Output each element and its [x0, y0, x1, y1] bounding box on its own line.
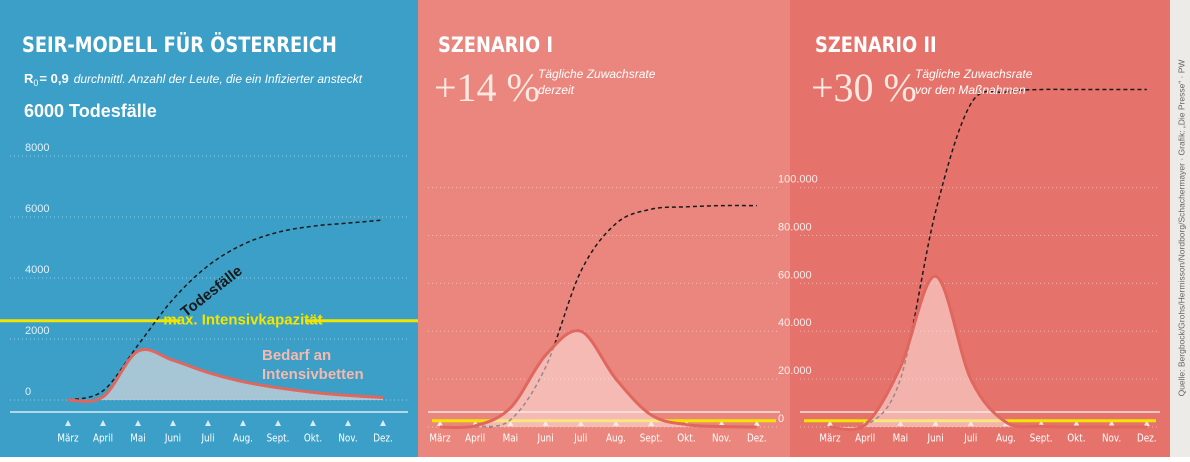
x-tick-label: Okt.: [304, 432, 322, 444]
r-subscript: 0: [33, 78, 38, 88]
icu-area: [830, 276, 1147, 430]
y-tick-label: 8000: [25, 142, 49, 154]
growth-rate-text: vor den Maßnahmen: [915, 83, 1026, 97]
x-tick-label: Okt.: [1067, 432, 1085, 444]
growth-rate: +14 %: [434, 65, 540, 110]
x-tick-label: April: [855, 432, 875, 444]
x-tick-label: Nov.: [1102, 432, 1121, 444]
panel-background: [790, 0, 1170, 457]
x-tick-label: Dez.: [747, 432, 767, 444]
x-tick-marker: [275, 420, 281, 426]
x-tick-marker: [65, 420, 71, 426]
y-tick-label: 40.000: [778, 317, 812, 329]
x-tick-label: Juni: [927, 432, 944, 444]
x-tick-label: Nov.: [712, 432, 731, 444]
x-tick-label: Aug.: [606, 432, 626, 444]
icu-label: Bedarf an Intensivbetten: [262, 347, 364, 383]
growth-rate: +30 %: [811, 65, 917, 110]
headline: 6000 Todesfälle: [24, 101, 157, 121]
x-tick-label: Juli: [201, 432, 215, 444]
x-tick-marker: [1038, 420, 1045, 426]
r-symbol: R: [24, 71, 34, 86]
x-tick-label: Mai: [893, 432, 908, 444]
panel-title: SZENARIO II: [815, 33, 937, 58]
panel-title: SZENARIO I: [438, 33, 553, 58]
y-tick-label: 60.000: [778, 269, 812, 281]
deaths-line: [439, 204, 757, 428]
x-tick-label: Mai: [503, 432, 518, 444]
x-tick-label: Sept.: [640, 432, 663, 444]
x-tick-label: Juli: [573, 432, 587, 444]
icu-line: [439, 329, 757, 430]
x-tick-marker: [718, 420, 725, 426]
subtitle: R0= 0,9 durchnittl. Anzahl der Leute, die…: [24, 71, 363, 88]
x-tick-marker: [205, 420, 211, 426]
x-tick-marker: [437, 420, 443, 426]
y-tick-label: 4000: [25, 264, 49, 276]
icu-area: [68, 349, 383, 402]
x-tick-label: Sept.: [267, 432, 290, 444]
x-tick-marker: [135, 420, 141, 426]
growth-rate-text: Tägliche Zuwachsrate: [915, 67, 1033, 81]
x-tick-label: Juli: [963, 432, 977, 444]
subtitle-text: durchnittl. Anzahl der Leute, die ein In…: [74, 72, 363, 86]
x-tick-label: Sept.: [1030, 432, 1053, 444]
x-tick-label: Aug.: [233, 432, 253, 444]
r-value: = 0,9: [39, 71, 68, 86]
y-tick-label: 20.000: [778, 365, 812, 377]
x-tick-label: Juni: [164, 432, 181, 444]
x-tick-marker: [753, 420, 760, 426]
y-tick-label: 0: [778, 413, 784, 425]
x-tick-label: Nov.: [338, 432, 357, 444]
x-tick-label: Aug.: [996, 432, 1016, 444]
panel-title: SEIR-MODELL FÜR ÖSTERREICH: [22, 31, 337, 57]
x-tick-marker: [240, 420, 246, 426]
y-tick-label: 6000: [25, 203, 49, 215]
x-tick-label: März: [819, 432, 840, 444]
x-tick-marker: [170, 420, 176, 426]
icu-line: [829, 274, 1147, 432]
growth-rate-text: derzeit: [538, 83, 575, 97]
y-tick-label: 2000: [25, 325, 49, 337]
icu-line: [67, 348, 384, 403]
x-tick-marker: [380, 420, 386, 426]
x-tick-label: Okt.: [677, 432, 695, 444]
x-tick-marker: [345, 420, 351, 426]
y-tick-label: 100.000: [778, 174, 818, 186]
source-strip: [1170, 0, 1190, 457]
x-tick-marker: [1108, 420, 1115, 426]
source: Quelle: Bergbock/Grohs/Hermisson/Nordbor…: [1176, 60, 1186, 397]
growth-rate-text: Tägliche Zuwachsrate: [538, 67, 656, 81]
capacity-label: max. Intensivkapazität: [163, 312, 322, 329]
deaths-line: [829, 88, 1147, 431]
icu-area: [440, 330, 757, 428]
deaths-line: [67, 219, 384, 401]
x-tick-label: März: [429, 432, 450, 444]
x-tick-label: Dez.: [373, 432, 393, 444]
x-tick-marker: [1073, 420, 1080, 426]
y-tick-label: 80.000: [778, 221, 812, 233]
x-tick-label: März: [57, 432, 78, 444]
x-tick-label: Juni: [537, 432, 554, 444]
x-tick-marker: [827, 420, 833, 426]
x-tick-label: Mai: [130, 432, 145, 444]
x-tick-marker: [1143, 420, 1150, 426]
x-tick-marker: [100, 420, 106, 426]
x-tick-label: April: [93, 432, 113, 444]
x-tick-label: April: [465, 432, 485, 444]
x-tick-label: Dez.: [1137, 432, 1157, 444]
y-tick-label: 0: [25, 386, 31, 398]
x-tick-marker: [310, 420, 316, 426]
